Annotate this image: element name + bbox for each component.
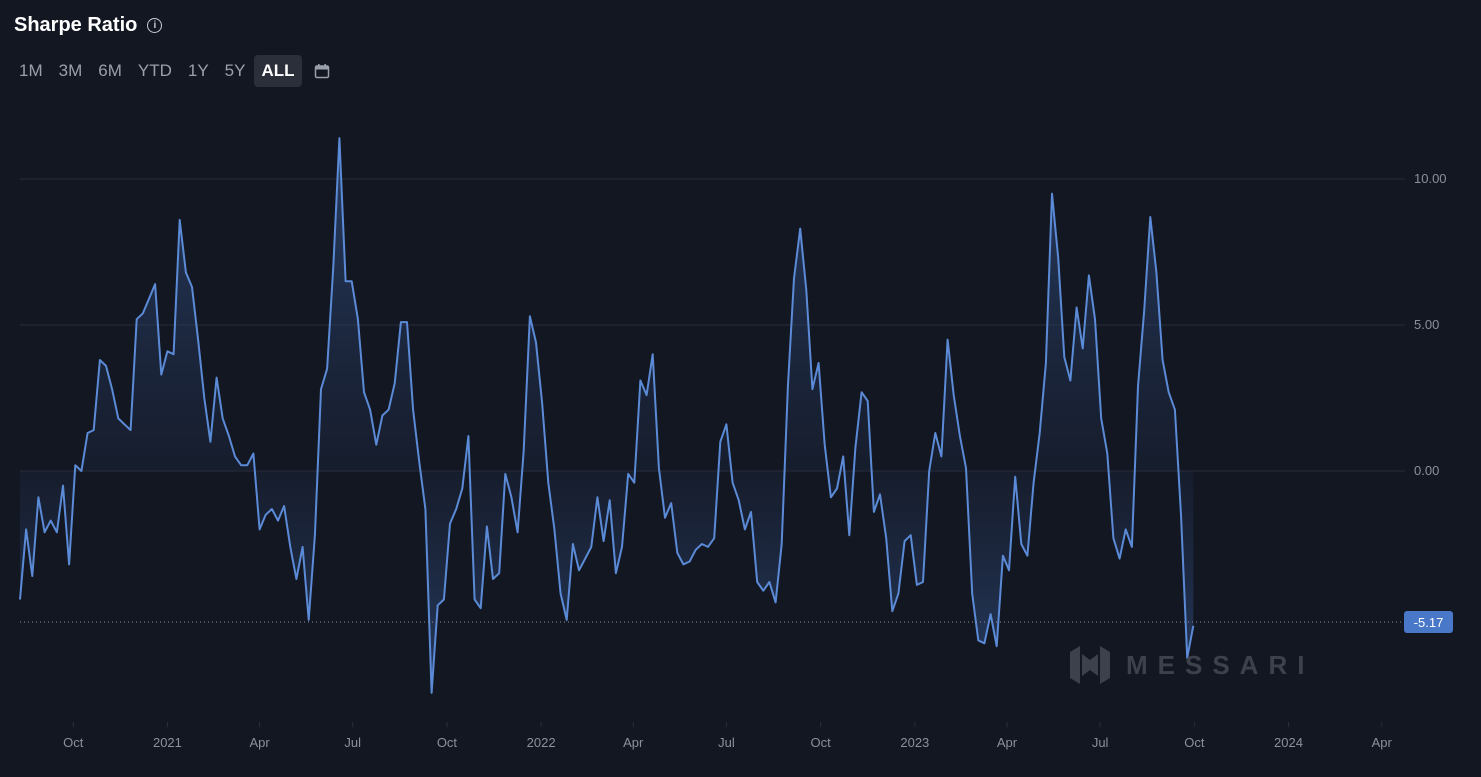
calendar-icon[interactable]: [314, 63, 330, 79]
info-icon[interactable]: i: [147, 18, 163, 33]
range-button-1m[interactable]: 1M: [19, 61, 43, 80]
current-value-label: -5.17: [1414, 615, 1444, 630]
x-tick-label: Jul: [718, 735, 735, 750]
range-button-all[interactable]: ALL: [254, 55, 302, 87]
messari-watermark: MESSARI: [1070, 646, 1314, 684]
x-tick-label: 2021: [153, 735, 182, 750]
x-tick-label: Apr: [1372, 735, 1393, 750]
x-tick-label: Oct: [63, 735, 84, 750]
messari-logo-icon: [1070, 646, 1110, 684]
x-tick-label: Oct: [811, 735, 832, 750]
calendar-icon-glyph: [314, 64, 329, 79]
x-tick-label: 2023: [900, 735, 929, 750]
range-toolbar: 1M 3M 6M YTD 1Y 5Y ALL: [12, 55, 330, 87]
x-tick-label: Apr: [249, 735, 270, 750]
chart-header: Sharpe Ratio i: [14, 14, 163, 37]
series-line[interactable]: [19, 137, 1195, 694]
range-button-1y[interactable]: 1Y: [187, 61, 209, 80]
x-tick-label: 2024: [1274, 735, 1303, 750]
watermark-text: MESSARI: [1126, 649, 1315, 680]
y-tick-label: 5.00: [1414, 317, 1439, 332]
y-tick-label: 10.00: [1414, 171, 1447, 186]
x-tick-label: Apr: [623, 735, 644, 750]
current-value-badge: [1404, 610, 1453, 633]
area-fill-negative: [20, 471, 1194, 693]
y-tick-label: 0.00: [1414, 463, 1439, 478]
range-button-3m[interactable]: 3M: [58, 61, 83, 80]
x-tick-label: Jul: [1092, 735, 1109, 750]
range-button-ytd[interactable]: YTD: [137, 61, 172, 80]
x-tick-label: Jul: [344, 735, 361, 750]
x-tick-label: Oct: [437, 735, 458, 750]
page-title: Sharpe Ratio: [14, 14, 138, 36]
x-tick-label: Apr: [997, 735, 1018, 750]
range-button-5y[interactable]: 5Y: [224, 61, 246, 80]
area-fill-positive: [20, 138, 1194, 471]
x-tick-label: 2022: [527, 735, 556, 750]
x-tick-label: Oct: [1184, 735, 1205, 750]
range-button-6m[interactable]: 6M: [98, 61, 122, 80]
